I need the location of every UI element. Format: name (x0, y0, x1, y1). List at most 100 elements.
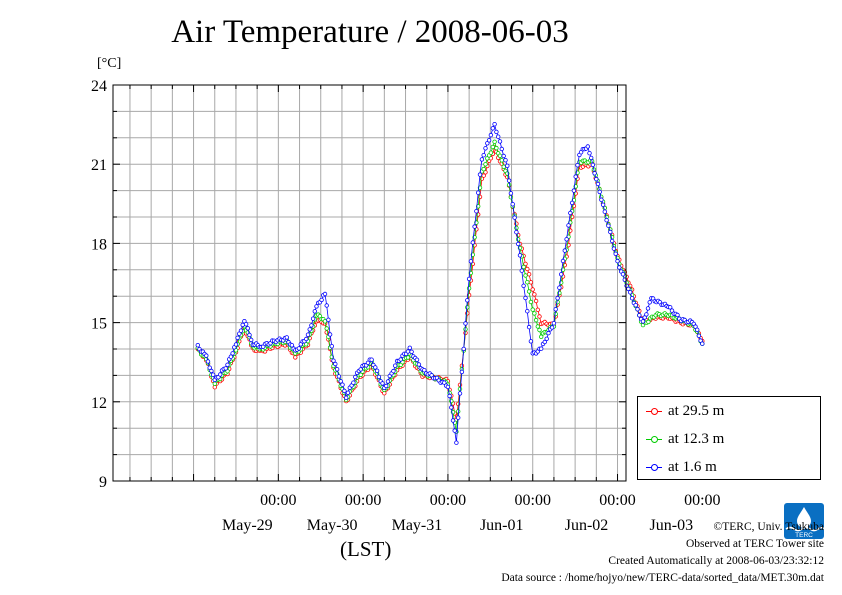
data-point (628, 290, 633, 295)
data-point (592, 171, 597, 176)
legend: at 29.5 m at 12.3 m at 1.6 m (637, 396, 821, 480)
data-point (380, 381, 385, 386)
data-point (508, 194, 514, 200)
data-point (210, 372, 216, 377)
data-point (597, 189, 602, 195)
data-point (505, 163, 510, 168)
data-point (562, 248, 567, 253)
data-point (626, 286, 631, 292)
data-point (539, 346, 544, 351)
data-point (615, 258, 620, 264)
data-point (304, 342, 309, 347)
legend-label: at 29.5 m (668, 402, 725, 419)
data-point (553, 311, 558, 317)
data-point (595, 181, 601, 187)
data-point (405, 355, 411, 360)
data-point (528, 280, 534, 285)
data-point (195, 343, 200, 348)
data-point (571, 188, 577, 193)
data-point (466, 276, 472, 282)
data-point (405, 349, 411, 354)
data-point (334, 367, 340, 372)
data-point (353, 374, 358, 380)
x-axis-ticks: 00:00 May-29 00:00 May-30 00:00 May-31 00:00 Ju… (129, 85, 721, 534)
data-point (293, 355, 298, 360)
data-point (693, 324, 698, 329)
data-point (535, 307, 540, 312)
x-axis-label: (LST) (340, 537, 392, 561)
data-point (566, 223, 571, 228)
data-point (521, 264, 526, 270)
y-tick-label: 9 (99, 474, 107, 491)
data-point (369, 357, 374, 362)
data-point (602, 209, 607, 214)
data-point (560, 258, 566, 264)
data-point (312, 309, 317, 314)
data-point (525, 309, 530, 314)
data-point (490, 126, 495, 131)
data-point (376, 374, 382, 380)
x-tick-date-label: Jun-03 (650, 517, 694, 534)
data-point (384, 383, 389, 389)
terc-logo-icon: TERC (784, 503, 824, 539)
data-point (204, 353, 209, 358)
data-point (528, 339, 534, 344)
data-point (373, 365, 378, 370)
legend-item-1-6m: at 1.6 m (646, 456, 717, 478)
data-point (549, 325, 555, 330)
data-point (358, 367, 363, 372)
data-point (490, 144, 495, 150)
data-point (494, 129, 499, 135)
data-point (587, 150, 592, 156)
y-axis-unit-label: [°C] (97, 56, 122, 71)
data-point (633, 303, 638, 308)
y-tick-label: 12 (91, 395, 107, 412)
chart-title: Air Temperature / 2008-06-03 (171, 14, 569, 50)
legend-item-29-5m: at 29.5 m (646, 400, 724, 422)
data-point (309, 323, 314, 328)
data-point (416, 362, 422, 367)
data-point (525, 280, 530, 285)
data-point (307, 327, 312, 332)
data-point (248, 337, 254, 343)
data-point (599, 197, 604, 202)
data-point (573, 174, 578, 179)
copyright-text: ©TERC, Univ. Tsukuba (713, 521, 824, 533)
x-tick-time-label: 00:00 (599, 492, 635, 509)
data-point (526, 289, 532, 294)
data-point (669, 308, 675, 313)
data-point (533, 298, 539, 304)
data-point (523, 273, 528, 278)
created-text: Created Automatically at 2008-06-03/23:3… (608, 555, 824, 567)
data-point (324, 326, 329, 331)
data-point (668, 305, 673, 310)
data-point (212, 381, 217, 386)
data-point (233, 342, 239, 347)
data-point (327, 332, 333, 337)
data-point (465, 305, 470, 310)
data-point (319, 297, 324, 303)
data-point (608, 229, 613, 235)
data-point (459, 369, 465, 375)
data-point (243, 322, 249, 327)
data-point (494, 145, 499, 151)
data-point (479, 157, 485, 162)
data-point (240, 322, 245, 328)
data-point (526, 324, 532, 330)
legend-marker-icon (646, 462, 662, 472)
data-point (553, 307, 558, 312)
x-tick-time-label: 00:00 (260, 492, 296, 509)
series-2 (195, 121, 705, 445)
data-point (322, 291, 328, 297)
data-point (646, 319, 651, 325)
data-point (391, 368, 396, 374)
data-point (585, 144, 590, 149)
data-point (523, 261, 528, 267)
plot-frame (112, 84, 627, 482)
data-point (456, 415, 461, 420)
data-point (472, 224, 477, 229)
data-point (296, 346, 302, 351)
data-point (564, 237, 569, 242)
data-point (533, 317, 539, 323)
